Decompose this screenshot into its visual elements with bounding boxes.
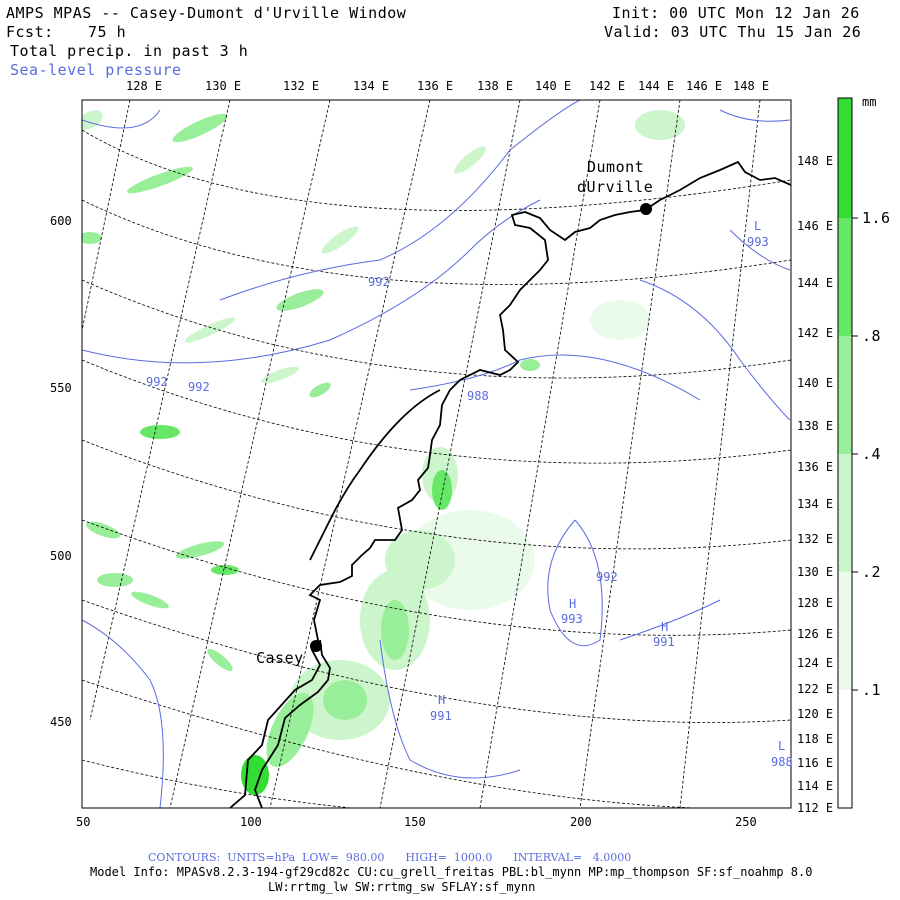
colorbar-label-0-4: .4 [862, 445, 882, 463]
lon-right-144: 144 E [797, 276, 834, 290]
lon-right-134: 134 E [797, 497, 834, 511]
lon-right-126: 126 E [797, 627, 834, 641]
colorbar-label-0-1: .1 [862, 681, 882, 699]
lon-top-136: 136 E [417, 79, 454, 93]
slp-label: 992 [188, 380, 210, 394]
precip-shading [82, 110, 685, 795]
lon-right-146: 146 E [797, 219, 834, 233]
high-center: H [569, 597, 577, 611]
physics-info: LW:rrtmg_lw SW:rrtmg_sw SFLAY:sf_mynn [268, 880, 536, 894]
valid-time: Valid: 03 UTC Thu 15 Jan 26 [604, 23, 862, 41]
lon-right-132: 132 E [797, 532, 834, 546]
station-dumont-label-line2: dUrville [577, 178, 654, 196]
x-tick-50: 50 [76, 815, 91, 829]
field-slp-label: Sea-level pressure [10, 61, 182, 79]
lon-right-122: 122 E [797, 682, 834, 696]
high-center: H [661, 620, 669, 634]
slp-label: 988 [467, 389, 489, 403]
lon-top-130: 130 E [205, 79, 242, 93]
colorbar [837, 97, 858, 809]
low-center: L [778, 739, 786, 753]
slp-label: 992 [368, 275, 390, 289]
plot-frame [81, 99, 792, 809]
coastline [229, 160, 791, 808]
station-dumont-marker [640, 203, 652, 215]
y-tick-450: 450 [50, 715, 72, 729]
lon-top-148: 148 E [733, 79, 770, 93]
station-dumont-label-line1: Dumont [587, 158, 645, 176]
lon-right-116: 116 E [797, 756, 834, 770]
lon-right-124: 124 E [797, 656, 834, 670]
lon-right-114: 114 E [797, 779, 834, 793]
slp-label: 991 [653, 635, 675, 649]
lon-top-128: 128 E [126, 79, 163, 93]
lon-right-148: 148 E [797, 154, 834, 168]
latlon-grid [82, 100, 791, 808]
high-center: H [438, 693, 446, 707]
lon-top-138: 138 E [477, 79, 514, 93]
slp-contours [82, 100, 791, 808]
contour-info: CONTOURS: UNITS=hPa LOW= 980.00 HIGH= 10… [148, 851, 632, 864]
station-casey-label: Casey [256, 649, 304, 667]
lon-top-134: 134 E [353, 79, 390, 93]
y-tick-500: 500 [50, 549, 72, 563]
lon-top-144: 144 E [638, 79, 675, 93]
colorbar-label-0-8: .8 [862, 327, 882, 345]
lon-right-136: 136 E [797, 460, 834, 474]
lon-right-138: 138 E [797, 419, 834, 433]
slp-label: 988 [771, 755, 793, 769]
field-precip-label: Total precip. in past 3 h [10, 42, 249, 60]
colorbar-label-1-6: 1.6 [862, 209, 891, 227]
lon-right-140: 140 E [797, 376, 834, 390]
lon-right-112: 112 E [797, 801, 834, 815]
y-tick-550: 550 [50, 381, 72, 395]
x-tick-250: 250 [735, 815, 757, 829]
slp-label: 991 [430, 709, 452, 723]
lon-top-132: 132 E [283, 79, 320, 93]
slp-label: 993 [561, 612, 583, 626]
lon-right-118: 118 E [797, 732, 834, 746]
slp-label: 992 [596, 570, 618, 584]
lon-right-130: 130 E [797, 565, 834, 579]
colorbar-label-0-2: .2 [862, 563, 882, 581]
lon-right-128: 128 E [797, 596, 834, 610]
lon-top-142: 142 E [589, 79, 626, 93]
y-tick-600: 600 [50, 214, 72, 228]
forecast-label: Fcst: [6, 23, 54, 41]
lon-right-120: 120 E [797, 707, 834, 721]
model-info: Model Info: MPASv8.2.3-194-gf29cd82c CU:… [90, 865, 813, 879]
colorbar-unit: mm [862, 95, 877, 109]
lon-top-146: 146 E [686, 79, 723, 93]
station-casey-marker [310, 640, 322, 652]
slp-label: 993 [747, 235, 769, 249]
lon-top-140: 140 E [535, 79, 572, 93]
forecast-hour: 75 h [88, 23, 127, 41]
map-title: AMPS MPAS -- Casey-Dumont d'Urville Wind… [6, 4, 407, 22]
low-center: L [754, 219, 762, 233]
x-tick-200: 200 [570, 815, 592, 829]
x-tick-150: 150 [404, 815, 426, 829]
x-tick-100: 100 [240, 815, 262, 829]
init-time: Init: 00 UTC Mon 12 Jan 26 [612, 4, 860, 22]
slp-label: 992 [146, 375, 168, 389]
lon-right-142: 142 E [797, 326, 834, 340]
